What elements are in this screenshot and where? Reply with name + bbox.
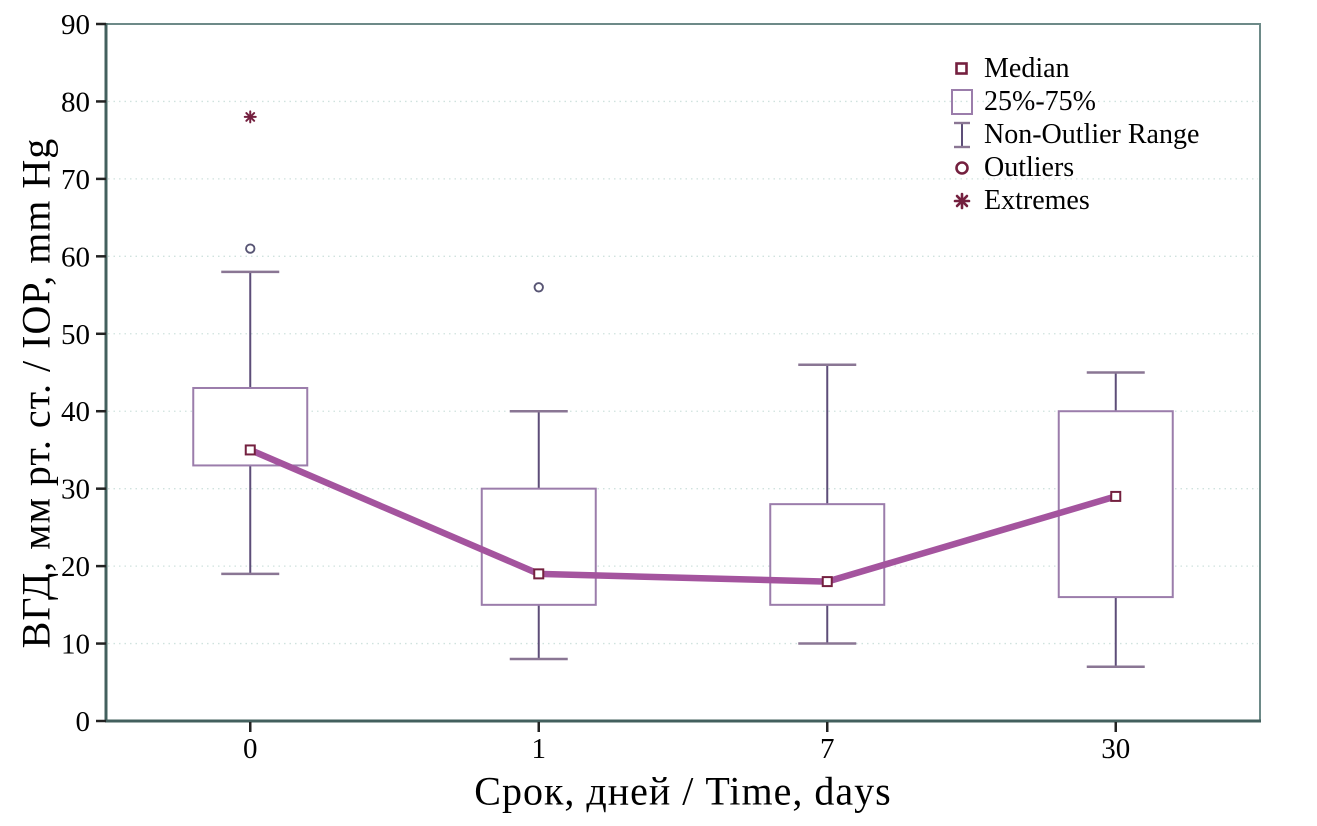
- legend-item: Outliers: [944, 151, 1199, 184]
- legend-circle-icon: [955, 160, 969, 175]
- x-tick-label: 1: [532, 733, 547, 765]
- y-tick-label: 40: [61, 396, 90, 428]
- y-tick-label: 0: [76, 706, 91, 738]
- y-tick-label: 20: [61, 551, 90, 583]
- legend-asterisk-icon: [953, 192, 971, 209]
- median-marker: [1110, 490, 1122, 502]
- legend-item-label: Median: [984, 52, 1070, 84]
- x-tick-label: 30: [1101, 733, 1130, 765]
- extreme-glyph-ray: [955, 194, 969, 207]
- legend-median-square-icon: [955, 61, 968, 75]
- median-line: [248, 446, 1117, 585]
- median-marker: [821, 576, 833, 588]
- x-axis-title: Срок, дней / Time, days: [474, 768, 892, 814]
- legend-whisker-icon: [954, 121, 970, 148]
- outlier-marker: [245, 243, 256, 254]
- y-tick-label: 80: [61, 86, 90, 118]
- legend-item-label: Extremes: [984, 184, 1090, 216]
- iqr-box: [480, 487, 597, 606]
- legend-item-label: 25%-75%: [984, 85, 1096, 117]
- x-tick-label: 0: [243, 733, 258, 765]
- median-marker: [244, 444, 256, 456]
- iqr-box: [1057, 410, 1174, 599]
- y-tick-label: 30: [61, 474, 90, 506]
- y-tick-label: 10: [61, 629, 90, 661]
- legend-item-label: Non-Outlier Range: [984, 118, 1200, 150]
- legend-item: Non-Outlier Range: [944, 118, 1199, 151]
- median-marker: [533, 568, 545, 580]
- y-tick-label: 90: [61, 9, 90, 41]
- outlier-marker: [533, 282, 544, 293]
- y-axis-title: ВГД, мм рт. ст. / IOP, mm Hg: [13, 137, 59, 649]
- box-glyph: [951, 88, 973, 115]
- y-tick-label: 60: [61, 241, 90, 273]
- x-tick-label: 7: [820, 733, 835, 765]
- y-tick-label: 70: [61, 164, 90, 196]
- extreme-marker: [243, 110, 257, 124]
- legend-item: Extremes: [944, 184, 1199, 217]
- iqr-box: [769, 503, 886, 606]
- median-glyph: [955, 61, 968, 75]
- legend-item-label: Outliers: [984, 151, 1075, 183]
- legend-item: Median: [944, 52, 1199, 85]
- outlier-glyph: [955, 160, 969, 175]
- legend: Median 25%-75% Non-Outlier Range Outliers Ex…: [944, 52, 1199, 217]
- legend-box-icon: [951, 88, 973, 115]
- y-tick-label: 50: [61, 319, 90, 351]
- extreme-ray: [245, 112, 256, 122]
- legend-item: 25%-75%: [944, 85, 1199, 118]
